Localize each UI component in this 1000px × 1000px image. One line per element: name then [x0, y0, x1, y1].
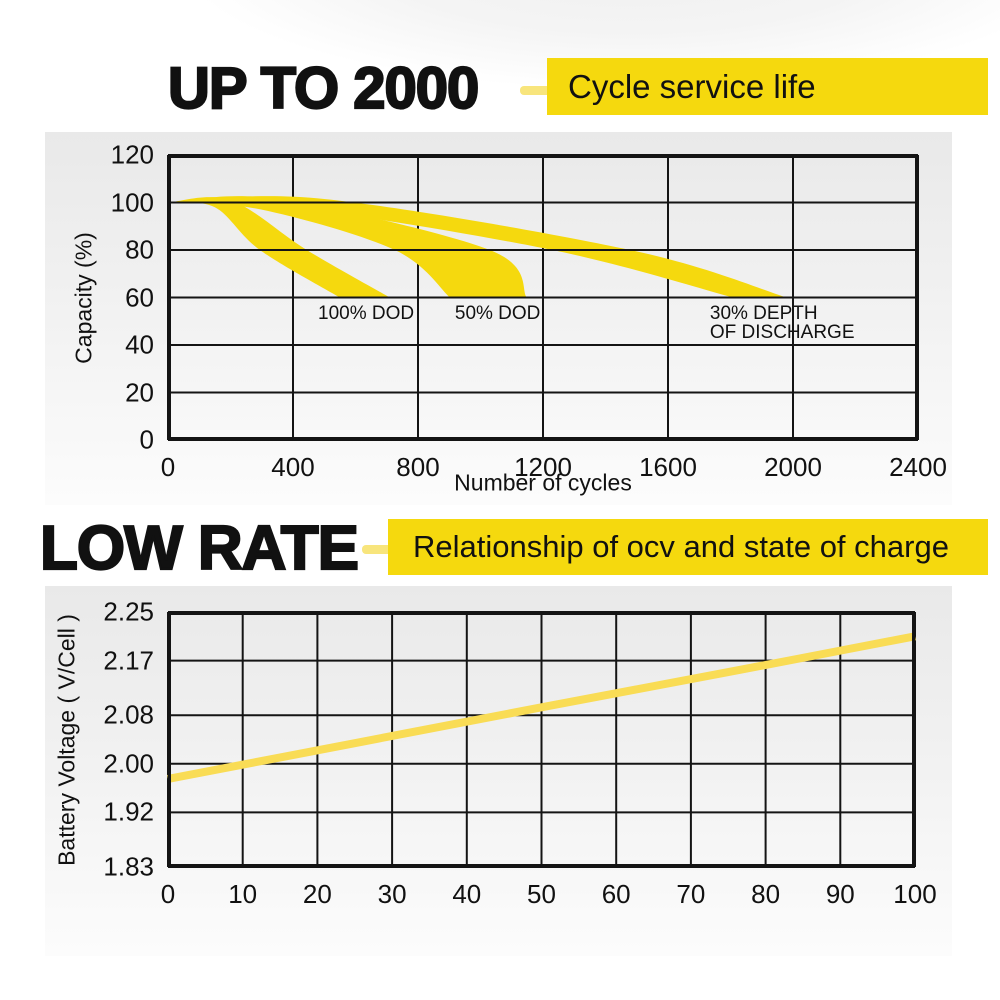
- x-tick-label: 2000: [764, 452, 822, 482]
- band-label: 100% DOD: [318, 302, 415, 324]
- ocv-chart: Battery Voltage ( V/Cell ) 1.83 1.92 2.00 2…: [54, 597, 937, 910]
- section2-connector-dash: [362, 545, 411, 554]
- x-tick-label: 100: [893, 879, 937, 909]
- y-tick-label: 1.83: [103, 851, 154, 882]
- y-tick-label: 2.25: [103, 596, 154, 627]
- section2-tagline-band: Relationship of ocv and state of charge: [388, 519, 988, 575]
- y-tick-label: 1.92: [103, 796, 154, 827]
- section1-tagline: Cycle service life: [568, 67, 816, 105]
- band-label: 30% DEPTH OF DISCHARGE: [709, 302, 855, 344]
- x-tick-label: 20: [302, 879, 332, 909]
- x-tick-label: 400: [271, 452, 315, 482]
- section1-tagline-band: Cycle service life: [547, 58, 988, 115]
- y-tick-label: 100: [110, 187, 154, 217]
- section2-tagline: Relationship of ocv and state of charge: [413, 529, 949, 564]
- y-tick-label: 2.00: [103, 748, 154, 779]
- x-tick-label: 0: [160, 452, 176, 482]
- x-tick-label: 40: [452, 879, 482, 909]
- section1-connector-dash: [520, 86, 567, 95]
- band-label: 50% DOD: [454, 302, 541, 324]
- y-tick-label: 2.17: [103, 645, 154, 676]
- y-tick-label: 120: [110, 139, 154, 170]
- cycle-life-chart: Capacity (%) Number of cycles 0 20 40 60 80 1…: [71, 140, 947, 496]
- section1-title: UP TO 2000: [167, 56, 480, 121]
- x-tick-label: 1600: [639, 452, 697, 482]
- x-tick-label: 70: [676, 879, 706, 909]
- x-tick-label: 800: [396, 452, 440, 482]
- section2-title: LOW RATE: [39, 514, 360, 583]
- x-tick-label: 1200: [514, 452, 572, 482]
- x-tick-label: 0: [160, 879, 176, 909]
- x-tick-label: 90: [825, 879, 855, 909]
- y-tick-label: 80: [125, 234, 154, 265]
- cycle-chart-panel: [45, 132, 952, 505]
- cycle-chart-xlabel: Number of cycles: [454, 469, 632, 496]
- y-tick-label: 40: [125, 329, 154, 360]
- y-tick-label: 60: [125, 282, 154, 312]
- x-tick-label: 80: [751, 879, 781, 909]
- cycle-chart-ylabel: Capacity (%): [70, 231, 97, 364]
- x-tick-label: 10: [228, 879, 258, 909]
- y-tick-label: 20: [125, 377, 154, 407]
- y-tick-label: 2.08: [103, 699, 154, 730]
- x-tick-label: 50: [527, 879, 556, 909]
- x-tick-label: 2400: [889, 452, 947, 482]
- y-tick-label: 0: [139, 424, 154, 455]
- ocv-chart-ylabel: Battery Voltage ( V/Cell ): [53, 613, 80, 866]
- x-tick-label: 30: [377, 879, 407, 909]
- x-tick-label: 60: [601, 879, 631, 909]
